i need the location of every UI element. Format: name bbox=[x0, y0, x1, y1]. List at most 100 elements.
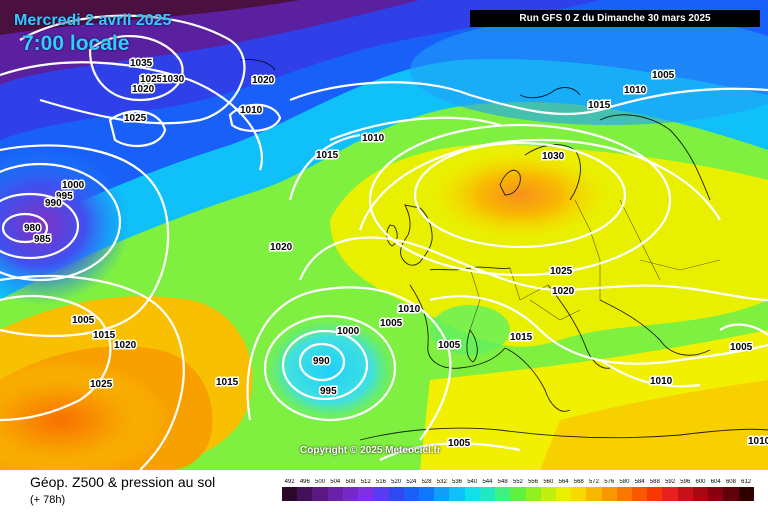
legend-swatch bbox=[434, 487, 450, 501]
isobar-label: 1030 bbox=[542, 151, 565, 162]
legend-value: 584 bbox=[634, 479, 645, 485]
isobar-label: 1010 bbox=[650, 376, 673, 387]
legend-value: 540 bbox=[467, 479, 478, 485]
legend-swatch bbox=[540, 487, 556, 501]
isobar-label: 1000 bbox=[337, 326, 360, 337]
isobar-label: 1020 bbox=[252, 75, 275, 86]
isobar-label: 1025 bbox=[550, 266, 573, 277]
isobar-label: 1010 bbox=[362, 133, 385, 144]
legend-value: 500 bbox=[315, 479, 326, 485]
legend-swatch bbox=[358, 487, 374, 501]
legend-value: 504 bbox=[330, 479, 341, 485]
isobar-label: 1015 bbox=[588, 100, 611, 111]
isobar-label: 1025 bbox=[124, 113, 147, 124]
legend-value: 560 bbox=[543, 479, 554, 485]
legend-value: 588 bbox=[649, 479, 660, 485]
legend-value: 512 bbox=[360, 479, 371, 485]
isobar-label: 1005 bbox=[448, 438, 471, 449]
legend-value: 568 bbox=[573, 479, 584, 485]
isobar-label: 990 bbox=[313, 356, 330, 367]
isobar-label: 1010 bbox=[748, 436, 768, 447]
legend-value: 608 bbox=[725, 479, 736, 485]
legend-value: 572 bbox=[588, 479, 599, 485]
copyright-text: Copyright © 2025 Meteociel.fr bbox=[300, 445, 441, 456]
legend-swatch bbox=[297, 487, 313, 501]
legend-swatch bbox=[282, 487, 298, 501]
isobar-label: 1005 bbox=[380, 318, 403, 329]
legend-swatch bbox=[677, 487, 693, 501]
isobar-label: 1025 bbox=[140, 74, 163, 85]
legend-value: 596 bbox=[680, 479, 691, 485]
legend-swatch bbox=[388, 487, 404, 501]
legend-value: 552 bbox=[512, 479, 523, 485]
forecast-local-time: 7:00 locale bbox=[22, 32, 130, 55]
legend-swatch bbox=[525, 487, 541, 501]
geopotential-field bbox=[0, 0, 768, 470]
legend-swatch bbox=[723, 487, 739, 501]
isobar-labels: 1035 1025 1030 1020 1020 1025 1010 1010 … bbox=[23, 57, 768, 451]
isobar-label: 985 bbox=[34, 234, 51, 245]
legend-swatch bbox=[464, 487, 480, 501]
isobar-label: 990 bbox=[45, 198, 62, 209]
map-canvas: 1035 1025 1030 1020 1020 1025 1010 1010 … bbox=[0, 0, 768, 470]
isobar-label: 1020 bbox=[114, 340, 137, 351]
isobar-label: 1005 bbox=[72, 315, 95, 326]
legend-swatch bbox=[495, 487, 511, 501]
legend-value: 548 bbox=[497, 479, 508, 485]
isobar-label: 1015 bbox=[216, 377, 239, 388]
isobar-label: 980 bbox=[24, 223, 41, 234]
legend-value: 532 bbox=[436, 479, 447, 485]
legend-value: 528 bbox=[421, 479, 432, 485]
legend-swatch bbox=[662, 487, 678, 501]
isobar-label: 1010 bbox=[624, 85, 647, 96]
borders bbox=[469, 199, 721, 331]
legend-swatch bbox=[479, 487, 496, 501]
legend-swatch bbox=[555, 487, 572, 501]
legend-swatch bbox=[418, 487, 435, 501]
isobar-label: 1020 bbox=[552, 286, 575, 297]
legend-value: 592 bbox=[665, 479, 676, 485]
isobar-label: 1020 bbox=[270, 242, 293, 253]
legend-swatch bbox=[571, 487, 587, 501]
legend-labels: 492 496 500 504 508 512 516 520 524 528 532 536 540 5… bbox=[282, 479, 754, 485]
isobar-label: 995 bbox=[320, 386, 337, 397]
legend-value: 536 bbox=[452, 479, 463, 485]
legend-swatch bbox=[601, 487, 617, 501]
legend-value: 564 bbox=[558, 479, 569, 485]
legend-swatch bbox=[632, 487, 648, 501]
isobar-label: 1010 bbox=[398, 304, 421, 315]
legend-swatch bbox=[403, 487, 419, 501]
legend-value: 508 bbox=[345, 479, 356, 485]
legend-swatch bbox=[327, 487, 343, 501]
legend-value: 576 bbox=[604, 479, 615, 485]
legend-swatch bbox=[692, 487, 709, 501]
forecast-lead-time: (+ 78h) bbox=[30, 494, 66, 506]
legend-value: 496 bbox=[299, 479, 310, 485]
legend-swatch bbox=[647, 487, 663, 501]
isobar-label: 1010 bbox=[240, 105, 263, 116]
legend-value: 600 bbox=[695, 479, 706, 485]
legend-value: 524 bbox=[406, 479, 417, 485]
legend-swatch bbox=[616, 487, 633, 501]
model-run-label: Run GFS 0 Z du Dimanche 30 mars 2025 bbox=[470, 10, 760, 27]
isobar-label: 1000 bbox=[62, 180, 85, 191]
legend-swatch bbox=[510, 487, 526, 501]
isobar-label: 1015 bbox=[316, 150, 339, 161]
legend-value: 612 bbox=[741, 479, 752, 485]
footer-bar: Géop. Z500 & pression au sol (+ 78h) 492… bbox=[0, 470, 768, 512]
legend-value: 544 bbox=[482, 479, 493, 485]
legend-value: 604 bbox=[710, 479, 721, 485]
legend-swatch bbox=[373, 487, 389, 501]
legend-value: 492 bbox=[284, 479, 295, 485]
legend-swatch bbox=[738, 487, 754, 501]
isobar-label: 1015 bbox=[93, 330, 116, 341]
forecast-date: Mercredi 2 avril 2025 bbox=[14, 12, 172, 29]
color-legend: 492 496 500 504 508 512 516 520 524 528 532 536 540 5… bbox=[282, 479, 754, 501]
legend-swatch bbox=[449, 487, 465, 501]
legend-swatch bbox=[708, 487, 724, 501]
map-title: Géop. Z500 & pression au sol bbox=[30, 474, 216, 490]
isobar-label: 1005 bbox=[730, 342, 753, 353]
isobar-label: 995 bbox=[56, 191, 73, 202]
legend-value: 580 bbox=[619, 479, 630, 485]
isobar-label: 1005 bbox=[652, 70, 675, 81]
